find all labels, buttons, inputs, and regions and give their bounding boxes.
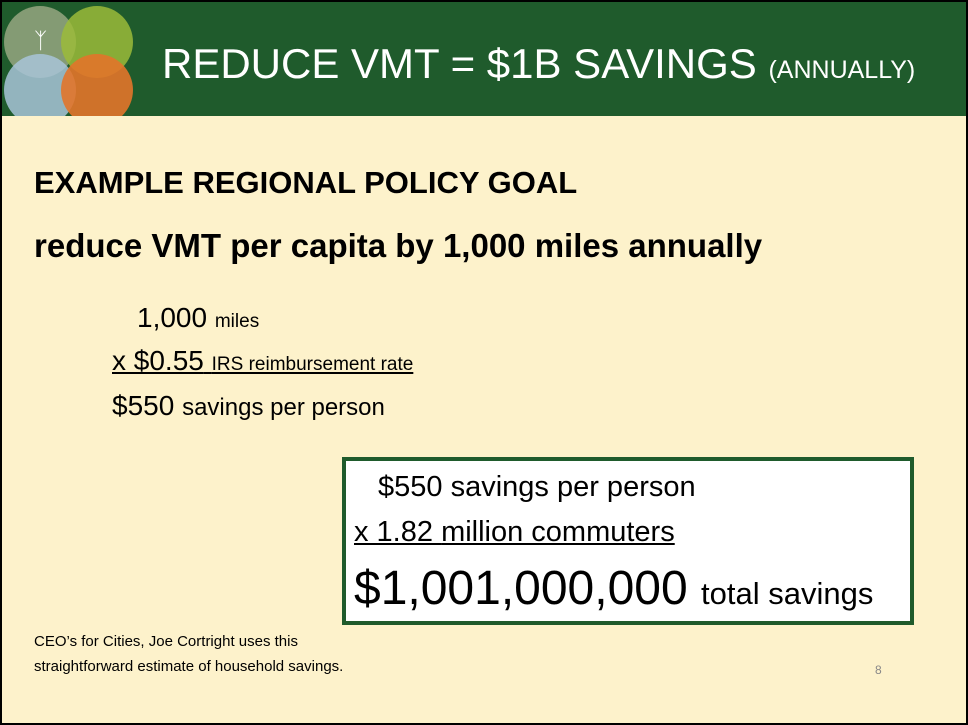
box-line: x 1.82 million commuters <box>354 516 675 549</box>
box-line: $1,001,000,000 total savings <box>354 561 873 616</box>
box-line: $550 savings per person <box>378 471 696 504</box>
label: miles <box>214 311 260 332</box>
page-number: 8 <box>875 663 882 677</box>
amount: $550 <box>378 471 443 503</box>
logo: ᛉ <box>4 6 133 116</box>
svg-text:ᛉ: ᛉ <box>34 28 47 53</box>
label: total savings <box>701 576 874 611</box>
title-line: REDUCE VMT = $1B SAVINGS (ANNUALLY) <box>162 40 915 88</box>
footnote: CEO’s for Cities, Joe Cortright uses thi… <box>34 633 298 650</box>
footnote: straightforward estimate of household sa… <box>34 658 344 675</box>
amount: $550 <box>112 390 175 421</box>
header-band <box>2 2 966 116</box>
heading: EXAMPLE REGIONAL POLICY GOAL <box>34 165 578 200</box>
calc-line: x $0.55 IRS reimbursement rate <box>112 345 413 377</box>
label: IRS reimbursement rate <box>211 354 414 375</box>
calc-line: 1,000 miles <box>137 302 259 334</box>
label: savings per person <box>450 471 696 503</box>
amount: x 1.82 <box>354 516 433 548</box>
result-box: $550 savings per person x 1.82 million c… <box>342 457 914 625</box>
heading: reduce VMT per capita by 1,000 miles ann… <box>34 227 763 264</box>
amount: 1,000 <box>137 302 208 333</box>
amount: x $0.55 <box>112 345 204 376</box>
title: REDUCE VMT = $1B SAVINGS <box>162 40 757 87</box>
calc-line: $550 savings per person <box>112 390 385 422</box>
amount: $1,001,000,000 <box>354 562 688 615</box>
label: savings per person <box>182 394 385 421</box>
label: million commuters <box>441 516 675 548</box>
subtitle: (ANNUALLY) <box>768 56 916 84</box>
